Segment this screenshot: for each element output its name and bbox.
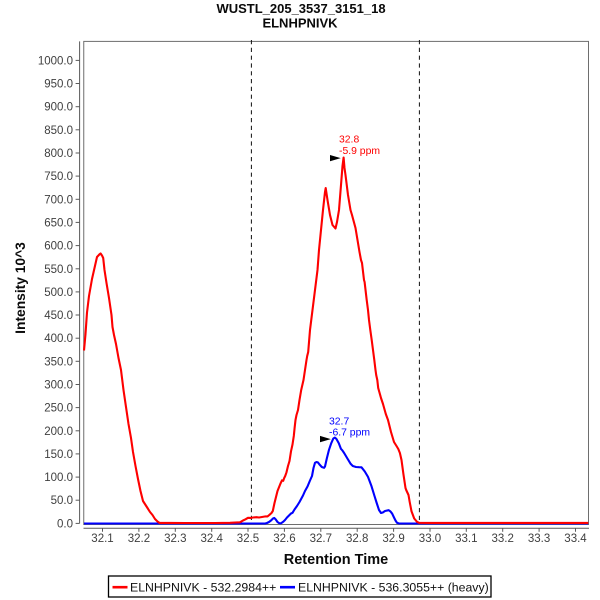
svg-text:450.0: 450.0 <box>44 310 73 322</box>
svg-text:200.0: 200.0 <box>44 426 73 438</box>
svg-text:32.8: 32.8 <box>339 135 359 146</box>
svg-text:150.0: 150.0 <box>44 449 73 461</box>
svg-text:ELNHPNIVK: ELNHPNIVK <box>262 16 338 31</box>
svg-text:750.0: 750.0 <box>44 171 73 183</box>
svg-text:50.0: 50.0 <box>51 495 73 507</box>
svg-text:33.4: 33.4 <box>564 533 587 545</box>
svg-text:32.8: 32.8 <box>346 533 368 545</box>
svg-text:400.0: 400.0 <box>44 333 73 345</box>
svg-text:32.1: 32.1 <box>91 533 113 545</box>
svg-text:33.1: 33.1 <box>455 533 477 545</box>
svg-text:-5.9 ppm: -5.9 ppm <box>339 146 380 157</box>
svg-text:32.3: 32.3 <box>164 533 186 545</box>
svg-text:300.0: 300.0 <box>44 380 73 392</box>
svg-text:250.0: 250.0 <box>44 403 73 415</box>
svg-text:32.6: 32.6 <box>273 533 295 545</box>
svg-text:33.0: 33.0 <box>419 533 441 545</box>
svg-text:ELNHPNIVK - 536.3055++ (heavy): ELNHPNIVK - 536.3055++ (heavy) <box>298 580 489 594</box>
svg-text:350.0: 350.0 <box>44 356 73 368</box>
svg-text:ELNHPNIVK - 532.2984++: ELNHPNIVK - 532.2984++ <box>130 580 276 594</box>
svg-text:Intensity 10^3: Intensity 10^3 <box>13 242 28 334</box>
svg-text:32.7: 32.7 <box>329 417 349 428</box>
svg-text:WUSTL_205_3537_3151_18: WUSTL_205_3537_3151_18 <box>216 1 385 16</box>
svg-text:650.0: 650.0 <box>44 217 73 229</box>
svg-text:1000.0: 1000.0 <box>38 55 73 67</box>
svg-text:850.0: 850.0 <box>44 125 73 137</box>
svg-text:Retention Time: Retention Time <box>284 552 388 568</box>
svg-text:33.2: 33.2 <box>492 533 514 545</box>
svg-text:32.2: 32.2 <box>128 533 150 545</box>
svg-text:32.7: 32.7 <box>310 533 332 545</box>
svg-text:900.0: 900.0 <box>44 102 73 114</box>
svg-text:0.0: 0.0 <box>57 518 73 530</box>
svg-text:32.4: 32.4 <box>201 533 224 545</box>
svg-text:500.0: 500.0 <box>44 287 73 299</box>
svg-text:800.0: 800.0 <box>44 148 73 160</box>
svg-text:600.0: 600.0 <box>44 241 73 253</box>
svg-text:550.0: 550.0 <box>44 264 73 276</box>
svg-text:-6.7 ppm: -6.7 ppm <box>329 428 370 439</box>
svg-text:700.0: 700.0 <box>44 194 73 206</box>
svg-text:950.0: 950.0 <box>44 79 73 91</box>
svg-text:32.5: 32.5 <box>237 533 259 545</box>
svg-text:33.3: 33.3 <box>528 533 550 545</box>
svg-text:32.9: 32.9 <box>382 533 404 545</box>
svg-text:100.0: 100.0 <box>44 472 73 484</box>
